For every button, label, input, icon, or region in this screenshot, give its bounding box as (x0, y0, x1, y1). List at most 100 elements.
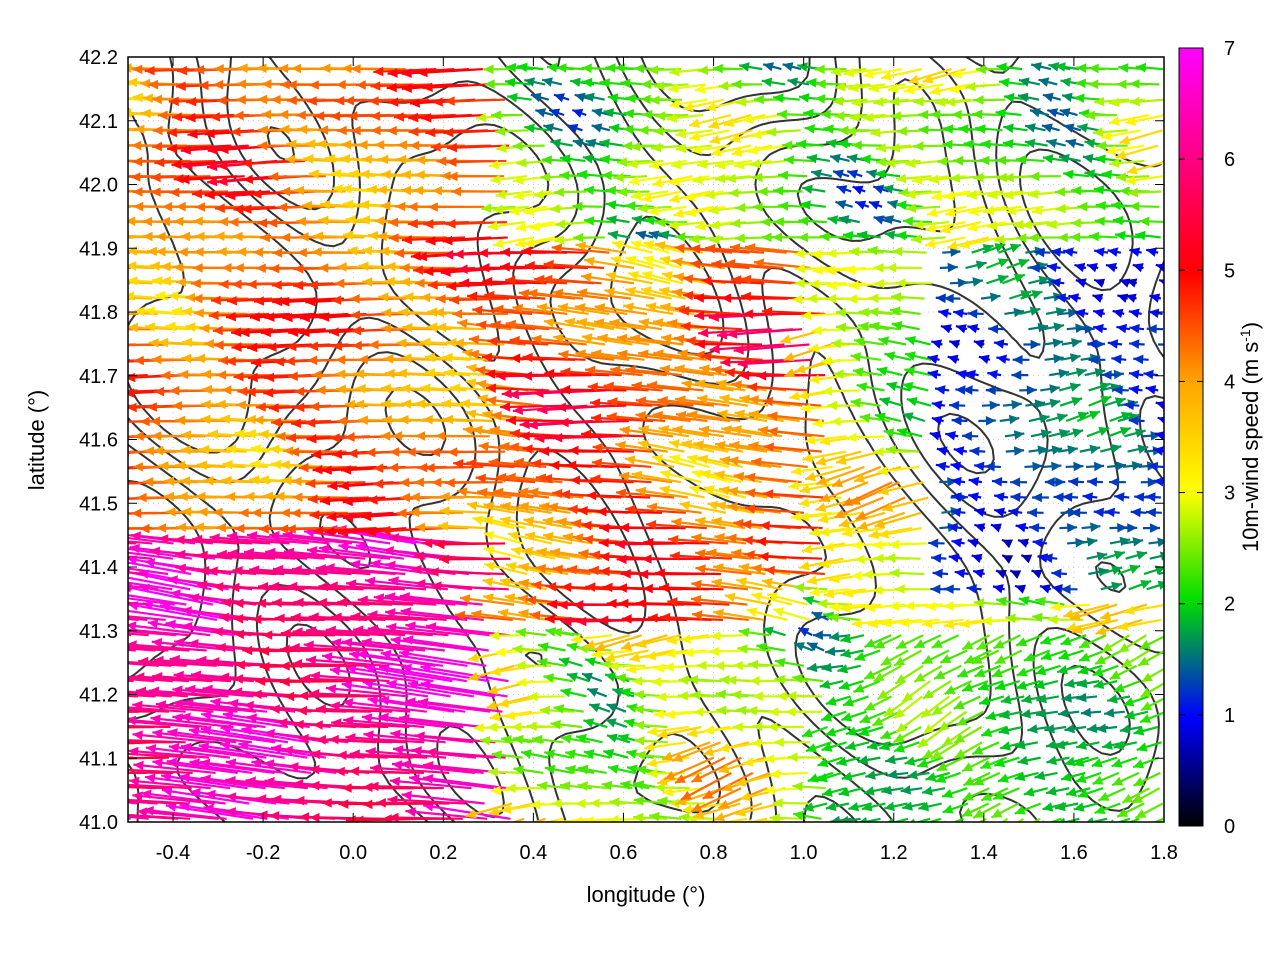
wind-arrow-head (82, 450, 92, 460)
wind-arrow (1010, 477, 1028, 487)
wind-arrow-head (249, 565, 260, 575)
wind-arrow (1015, 680, 1041, 690)
wind-arrow-head (307, 494, 318, 504)
wind-arrow-head (1079, 639, 1091, 648)
wind-arrow (128, 640, 207, 652)
wind-arrow (845, 741, 870, 751)
wind-arrow-head (1008, 507, 1019, 517)
wind-arrow-shaft (150, 716, 234, 729)
wind-arrow-shaft (128, 813, 191, 820)
wind-arrow-head (1077, 789, 1089, 798)
wind-arrow-head (53, 551, 63, 561)
wind-arrow (128, 343, 137, 346)
wind-arrow-head (356, 542, 367, 552)
wind-arrow-head (752, 721, 763, 732)
wind-arrow-head (93, 671, 103, 681)
wind-arrow-head (129, 776, 140, 787)
wind-arrow-head (718, 743, 730, 753)
wind-arrow-head (476, 829, 487, 838)
wind-arrow (882, 496, 929, 512)
wind-arrow (1141, 667, 1164, 683)
wind-arrow (985, 385, 1003, 396)
wind-arrow-head (305, 655, 317, 665)
wind-arrow-head (1002, 555, 1014, 564)
wind-arrow (128, 555, 153, 560)
wind-arrow (1148, 537, 1164, 547)
wind-arrow-head (893, 733, 905, 743)
wind-arrow (152, 672, 231, 683)
wind-arrow-head (135, 686, 147, 697)
wind-arrow-head (1169, 566, 1180, 575)
wind-arrow-head (823, 589, 835, 599)
wind-arrow-head (568, 445, 579, 456)
wind-arrow-shaft (388, 816, 463, 820)
wind-arrow-head (498, 698, 509, 708)
wind-arrow-head (75, 671, 85, 681)
wind-arrow-head (402, 635, 414, 645)
wind-arrow-shaft (378, 665, 467, 683)
wind-arrow-head (606, 733, 618, 743)
wind-arrow (1153, 817, 1164, 822)
wind-arrow-head (170, 589, 181, 599)
wind-arrow (368, 781, 444, 792)
wind-arrow-head (128, 715, 137, 726)
wind-arrow (935, 461, 950, 471)
wind-arrow-head (180, 445, 191, 455)
wind-arrow-head (620, 569, 631, 579)
wind-arrow-head (108, 524, 118, 534)
wind-arrow (1149, 551, 1164, 561)
wind-arrow-head (392, 760, 403, 770)
wind-arrow-head (349, 749, 360, 759)
wind-arrow-head (200, 725, 212, 736)
wind-arrow (1077, 537, 1098, 547)
wind-arrow (990, 802, 1020, 819)
wind-arrow-head (1109, 670, 1121, 680)
wind-arrow-shaft (128, 643, 207, 652)
wind-arrow (846, 432, 885, 443)
wind-arrow (1027, 724, 1050, 734)
wind-arrow-head (931, 639, 943, 648)
wind-arrow (329, 666, 416, 683)
wind-arrow-head (589, 703, 601, 713)
wind-arrow-head (807, 773, 819, 783)
wind-arrow-head (562, 532, 574, 542)
wind-arrow-head (918, 801, 930, 812)
wind-arrow-head (904, 601, 915, 611)
wind-arrow-shaft (279, 680, 351, 683)
wind-arrow-head (1000, 694, 1012, 705)
wind-arrow-head (499, 577, 511, 587)
wind-arrow-head (550, 719, 561, 730)
wind-arrow (803, 802, 828, 812)
wind-arrow-head (315, 704, 326, 714)
wind-arrow (902, 801, 926, 811)
wind-arrow-head (245, 776, 256, 786)
wind-arrow (900, 785, 923, 795)
wind-arrow-head (355, 384, 366, 394)
wind-arrow-head (799, 561, 810, 571)
wind-arrow-head (931, 750, 943, 760)
wind-arrow-head (495, 647, 506, 657)
wind-arrow-head (1122, 793, 1134, 803)
wind-arrow-head (242, 645, 253, 656)
wind-arrow (292, 659, 368, 669)
wind-arrow (996, 354, 1010, 364)
wind-arrow-head (1068, 477, 1079, 487)
wind-arrow-shaft (420, 682, 508, 698)
wind-arrow-head (1157, 537, 1164, 547)
wind-arrow (824, 646, 846, 657)
wind-arrow-head (590, 550, 601, 560)
wind-arrow (1036, 694, 1059, 704)
wind-arrow-head (885, 445, 897, 455)
wind-arrow-head (566, 672, 578, 682)
wind-arrow-head (1077, 665, 1089, 675)
wind-arrow (871, 710, 901, 727)
wind-arrow-shaft (431, 584, 509, 591)
wind-arrow (1049, 368, 1070, 379)
wind-arrow-head (840, 648, 852, 658)
wind-arrow-head (441, 398, 452, 409)
wind-arrow-head (665, 648, 676, 659)
wind-arrow (876, 680, 906, 700)
wind-arrow-head (1052, 584, 1063, 594)
wind-arrow (128, 813, 191, 820)
wind-arrow-head (582, 672, 593, 682)
